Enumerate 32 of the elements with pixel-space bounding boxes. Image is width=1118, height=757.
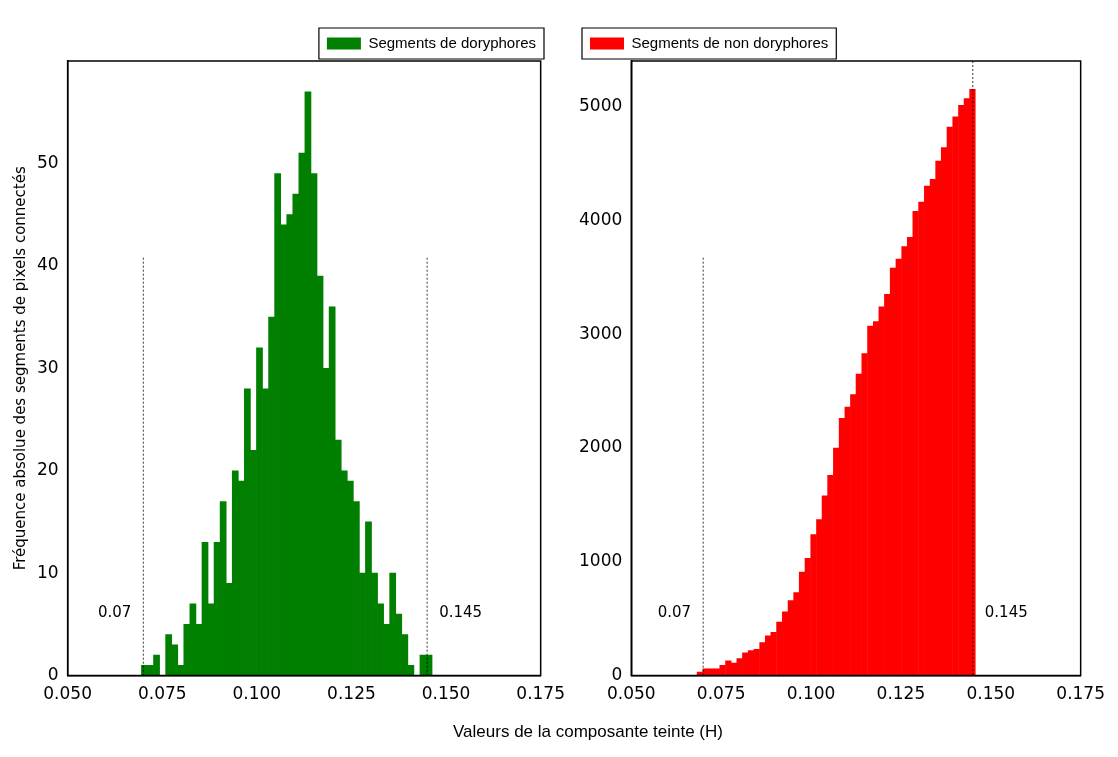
x-tick-label: 0.050	[606, 683, 656, 704]
x-tick-label: 0.100	[786, 683, 836, 704]
ref-line-label: 0.07	[657, 603, 692, 622]
x-tick-label: 0.125	[327, 683, 376, 704]
ref-line-label: 0.07	[97, 603, 132, 622]
legend-label: Segments de doryphores	[368, 33, 537, 51]
y-tick-label: 30	[36, 356, 59, 377]
y-tick-label: 20	[36, 459, 59, 480]
y-tick-label: 40	[36, 254, 59, 275]
x-axis-title: Valeurs de la composante teinte (H)	[452, 722, 724, 742]
y-tick-label: 50	[36, 151, 59, 172]
y-tick-label: 4000	[579, 208, 623, 229]
y-tick-label: 3000	[579, 322, 623, 343]
ref-line-label: 0.145	[984, 603, 1028, 622]
x-tick-label: 0.100	[232, 683, 282, 704]
y-tick-label: 5000	[579, 94, 623, 115]
x-tick-label: 0.150	[421, 683, 471, 704]
y-axis-title: Fréquence absolue des segments de pixels connectés	[10, 166, 29, 571]
y-tick-label: 2000	[579, 436, 623, 457]
x-tick-label: 0.125	[876, 683, 926, 704]
y-tick-label: 0	[47, 664, 59, 685]
x-tick-label: 0.175	[1056, 683, 1105, 704]
y-tick-label: 1000	[579, 550, 623, 571]
x-tick-label: 0.050	[43, 683, 92, 704]
legend-label: Segments de non doryphores	[631, 33, 829, 51]
x-tick-label: 0.175	[516, 683, 565, 704]
x-tick-label: 0.075	[137, 683, 187, 704]
y-tick-label: 0	[611, 664, 623, 685]
ref-line-label: 0.145	[439, 603, 483, 622]
y-tick-label: 10	[36, 561, 59, 582]
x-tick-label: 0.150	[966, 683, 1016, 704]
x-tick-label: 0.075	[696, 683, 746, 704]
